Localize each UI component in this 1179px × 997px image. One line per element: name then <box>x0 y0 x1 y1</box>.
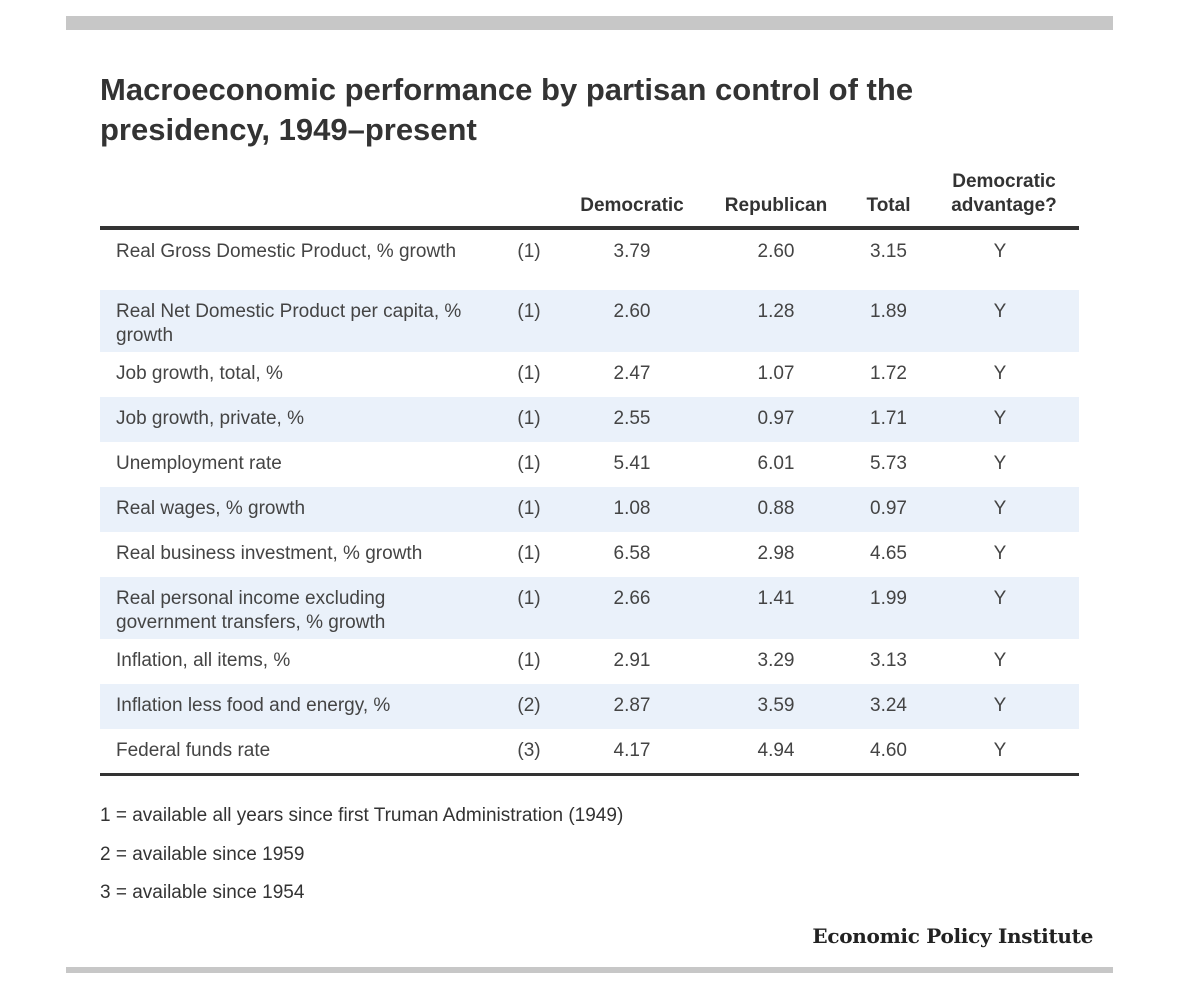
row-label: Inflation less food and energy, % <box>116 695 391 716</box>
cell-total: 1.89 <box>870 301 907 322</box>
table-row: Unemployment rate (1) 5.41 6.01 5.73 Y <box>100 442 1079 487</box>
table-row: Inflation less food and energy, % (2) 2.87… <box>100 684 1079 729</box>
row-label: Job growth, private, % <box>116 408 304 429</box>
cell-democratic-advantage: Y <box>993 543 1007 564</box>
cell-total: 1.71 <box>870 408 907 429</box>
row-label: Real Net Domestic Product per capita, % … <box>116 301 462 346</box>
row-note: (1) <box>517 301 541 322</box>
cell-democratic-advantage: Y <box>993 588 1007 609</box>
table-row: Real wages, % growth (1) 1.08 0.88 0.97 Y <box>100 487 1079 532</box>
cell-republican: 0.97 <box>757 408 795 429</box>
cell-total: 5.73 <box>870 453 907 474</box>
table-row: Job growth, private, % (1) 2.55 0.97 1.71 Y <box>100 397 1079 442</box>
cell-democratic: 2.91 <box>613 650 651 671</box>
source-logo: Economic Policy Institute <box>812 924 1093 948</box>
cell-democratic-advantage: Y <box>993 695 1007 716</box>
row-note: (1) <box>517 650 541 671</box>
cell-republican: 3.29 <box>757 650 795 671</box>
cell-democratic-advantage: Y <box>993 650 1007 671</box>
header-republican: Republican <box>724 195 828 216</box>
table-row: Real business investment, % growth (1) 6.5… <box>100 532 1079 577</box>
header-total: Total <box>866 195 911 216</box>
header-democratic: Democratic <box>580 195 684 216</box>
table-body: Real Gross Domestic Product, % growth (1)… <box>100 228 1079 774</box>
footnote-2: 2 = available since 1959 <box>100 843 305 865</box>
cell-total: 3.24 <box>870 695 907 716</box>
row-label: Federal funds rate <box>116 740 271 761</box>
row-label: Real Gross Domestic Product, % growth <box>116 241 457 262</box>
cell-republican: 1.28 <box>757 301 795 322</box>
cell-total: 3.13 <box>870 650 907 671</box>
cell-republican: 4.94 <box>757 740 795 761</box>
cell-democratic-advantage: Y <box>993 363 1007 384</box>
cell-democratic-advantage: Y <box>993 740 1007 761</box>
cell-total: 0.97 <box>870 498 907 519</box>
cell-democratic-advantage: Y <box>993 408 1007 429</box>
row-note: (1) <box>517 363 541 384</box>
row-label: Job growth, total, % <box>116 363 283 384</box>
table-row: Inflation, all items, % (1) 2.91 3.29 3.13 Y <box>100 639 1079 684</box>
cell-democratic: 3.79 <box>613 241 651 262</box>
chart-title: Macroeconomic performance by partisan co… <box>100 72 914 147</box>
table-row: Real Net Domestic Product per capita, % … <box>100 290 1079 352</box>
cell-republican: 6.01 <box>757 453 795 474</box>
row-note: (1) <box>517 588 541 609</box>
cell-total: 4.60 <box>870 740 907 761</box>
cell-republican: 1.41 <box>757 588 795 609</box>
footnote-1: 1 = available all years since first Trum… <box>100 805 624 826</box>
cell-democratic: 2.87 <box>613 695 651 716</box>
header-row: Democratic Republican Total Democratic a… <box>100 170 1079 228</box>
row-note: (1) <box>517 241 541 262</box>
cell-total: 1.99 <box>870 588 907 609</box>
row-note: (1) <box>517 498 541 519</box>
cell-republican: 3.59 <box>757 695 795 716</box>
cell-democratic-advantage: Y <box>993 301 1007 322</box>
cell-democratic: 2.47 <box>613 363 651 384</box>
row-note: (1) <box>517 543 541 564</box>
row-note: (1) <box>517 408 541 429</box>
table-row: Real Gross Domestic Product, % growth (1)… <box>100 228 1079 290</box>
cell-democratic-advantage: Y <box>993 498 1007 519</box>
cell-total: 3.15 <box>870 241 907 262</box>
cell-democratic: 1.08 <box>613 498 651 519</box>
cell-republican: 0.88 <box>757 498 795 519</box>
header-note <box>490 170 568 228</box>
row-note: (3) <box>517 740 541 761</box>
header-label <box>100 170 490 228</box>
bottom-rule <box>66 967 1113 973</box>
cell-democratic: 6.58 <box>613 543 651 564</box>
footnote-3: 3 = available since 1954 <box>100 882 305 903</box>
cell-democratic: 2.60 <box>613 301 651 322</box>
row-label: Inflation, all items, % <box>116 650 291 671</box>
table-row: Job growth, total, % (1) 2.47 1.07 1.72 Y <box>100 352 1079 397</box>
row-label: Unemployment rate <box>116 453 282 474</box>
row-label: Real business investment, % growth <box>116 543 423 564</box>
cell-total: 4.65 <box>870 543 907 564</box>
table-row: Real personal income excluding governmen… <box>100 577 1079 639</box>
footnotes: 1 = available all years since first Trum… <box>100 800 623 916</box>
cell-republican: 2.98 <box>757 543 795 564</box>
cell-democratic: 4.17 <box>613 740 651 761</box>
cell-democratic: 5.41 <box>613 453 651 474</box>
row-label: Real personal income excluding governmen… <box>116 588 386 633</box>
cell-democratic-advantage: Y <box>993 241 1007 262</box>
cell-democratic-advantage: Y <box>993 453 1007 474</box>
cell-republican: 2.60 <box>757 241 795 262</box>
cell-total: 1.72 <box>870 363 907 384</box>
row-note: (1) <box>517 453 541 474</box>
cell-republican: 1.07 <box>757 363 795 384</box>
data-table: Democratic Republican Total Democratic a… <box>100 170 1079 776</box>
top-rule <box>66 16 1113 30</box>
cell-democratic: 2.55 <box>613 408 651 429</box>
cell-democratic: 2.66 <box>613 588 651 609</box>
table-row: Federal funds rate (3) 4.17 4.94 4.60 Y <box>100 729 1079 774</box>
header-democratic-advantage: Democratic advantage? <box>951 171 1057 216</box>
row-label: Real wages, % growth <box>116 498 306 519</box>
row-note: (2) <box>517 695 541 716</box>
